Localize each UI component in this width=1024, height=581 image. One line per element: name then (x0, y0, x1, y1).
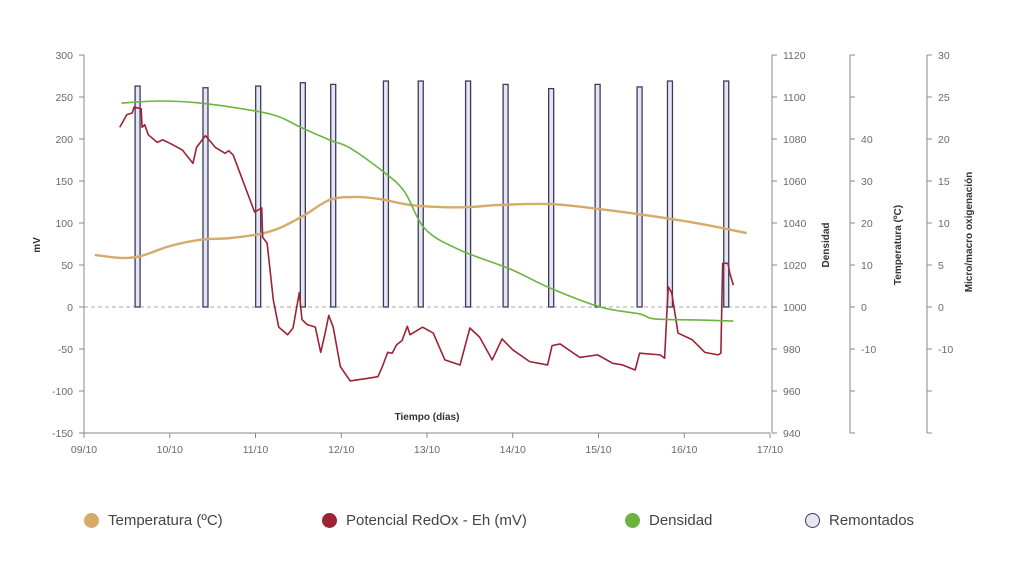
y-tick-label-mv: 50 (61, 260, 73, 272)
y-tick-label-densidad: 940 (783, 428, 801, 440)
y-tick-label-oxigenacion: 30 (938, 50, 950, 62)
y-tick-label-mv: 300 (55, 50, 73, 62)
y-tick-label-mv: 200 (55, 134, 73, 146)
y-tick-label-oxigenacion: 20 (938, 134, 950, 146)
bar-remontado (330, 83, 337, 308)
y-tick-label-temperatura: 20 (861, 218, 873, 230)
x-tick-label: 17/10 (757, 444, 783, 456)
bar-remontado (464, 80, 472, 308)
legend-swatch (84, 512, 99, 528)
bar-remontado (723, 80, 730, 308)
legend-label: Potencial RedOx - Eh (mV) (346, 511, 527, 529)
y-tick-label-temperatura: -10 (861, 344, 876, 356)
y-tick-label-densidad: 1120 (783, 50, 806, 62)
bar-remontado (548, 87, 555, 308)
legend-swatch (625, 512, 640, 528)
y-tick-label-oxigenacion: 10 (938, 218, 950, 230)
y-tick-label-mv: -50 (58, 344, 73, 356)
y-tick-label-densidad: 1020 (783, 260, 807, 272)
legend-swatch (805, 512, 820, 528)
y-tick-label-densidad: 1000 (783, 302, 807, 314)
legend-label: Densidad (649, 511, 713, 529)
y-tick-label-densidad: 1080 (783, 134, 807, 146)
y-tick-label-temperatura: 40 (861, 134, 873, 146)
y-axis-title-oxigenacion: Micro/macro oxigenación (964, 172, 975, 293)
x-tick-label: 15/10 (585, 444, 611, 456)
bar-remontado (636, 86, 643, 308)
legend-label: Remontados (829, 511, 915, 529)
legend-item-remontados: Remontados (805, 509, 914, 531)
y-tick-label-mv: 150 (55, 176, 73, 188)
y-axis-title-densidad: Densidad (821, 222, 832, 267)
x-tick-label: 16/10 (671, 444, 697, 456)
y-tick-label-densidad: 960 (783, 386, 801, 398)
bar-remontado (666, 80, 674, 308)
y-tick-label-densidad: 980 (783, 344, 801, 356)
bar-remontado (255, 85, 262, 308)
y-tick-label-mv: -100 (52, 386, 73, 398)
y-tick-label-densidad: 1100 (783, 92, 806, 104)
bar-remontado (134, 85, 141, 308)
y-tick-label-temperatura: 10 (861, 260, 873, 272)
legend-item-redox: Potencial RedOx - Eh (mV) (322, 509, 527, 531)
y-tick-label-oxigenacion: 0 (938, 302, 944, 314)
y-tick-label-oxigenacion: 25 (938, 92, 950, 104)
bar-remontado (382, 80, 390, 308)
bar-remontado (417, 80, 424, 308)
legend-swatch (322, 512, 337, 528)
y-tick-label-temperatura: 0 (861, 302, 867, 314)
y-axis-title-temperatura: Temperatura (ºC) (893, 205, 904, 285)
y-tick-label-mv: -150 (52, 428, 73, 440)
y-tick-label-densidad: 1060 (783, 176, 807, 188)
y-tick-label-oxigenacion: -10 (938, 344, 953, 356)
x-tick-label: 12/10 (328, 444, 354, 456)
x-tick-label: 09/10 (71, 444, 97, 456)
bar-remontado (202, 87, 209, 308)
y-tick-label-mv: 250 (55, 92, 73, 104)
y-tick-label-oxigenacion: 15 (938, 176, 950, 188)
x-tick-label: 11/10 (243, 444, 269, 456)
y-tick-label-temperatura: 30 (861, 176, 873, 188)
series-line-densidad (121, 100, 734, 322)
bar-remontado (502, 83, 509, 308)
series-line-redox (119, 106, 735, 382)
y-tick-label-densidad: 1040 (783, 218, 807, 230)
bar-remontado (594, 83, 601, 308)
legend-label: Temperatura (ºC) (108, 511, 223, 529)
x-axis-title: Tiempo (días) (395, 412, 460, 423)
x-tick-label: 14/10 (500, 444, 526, 456)
y-axis-title-mv: mV (32, 237, 43, 253)
bar-remontado (299, 82, 306, 308)
y-tick-label-oxigenacion: 5 (938, 260, 944, 272)
series-line-temperatura (94, 195, 748, 260)
x-tick-label: 10/10 (157, 444, 183, 456)
legend-item-temperatura: Temperatura (ºC) (84, 509, 223, 531)
y-tick-label-mv: 100 (55, 218, 73, 230)
y-tick-label-mv: 0 (67, 302, 73, 314)
legend-item-densidad: Densidad (625, 509, 712, 531)
x-tick-label: 13/10 (414, 444, 440, 456)
